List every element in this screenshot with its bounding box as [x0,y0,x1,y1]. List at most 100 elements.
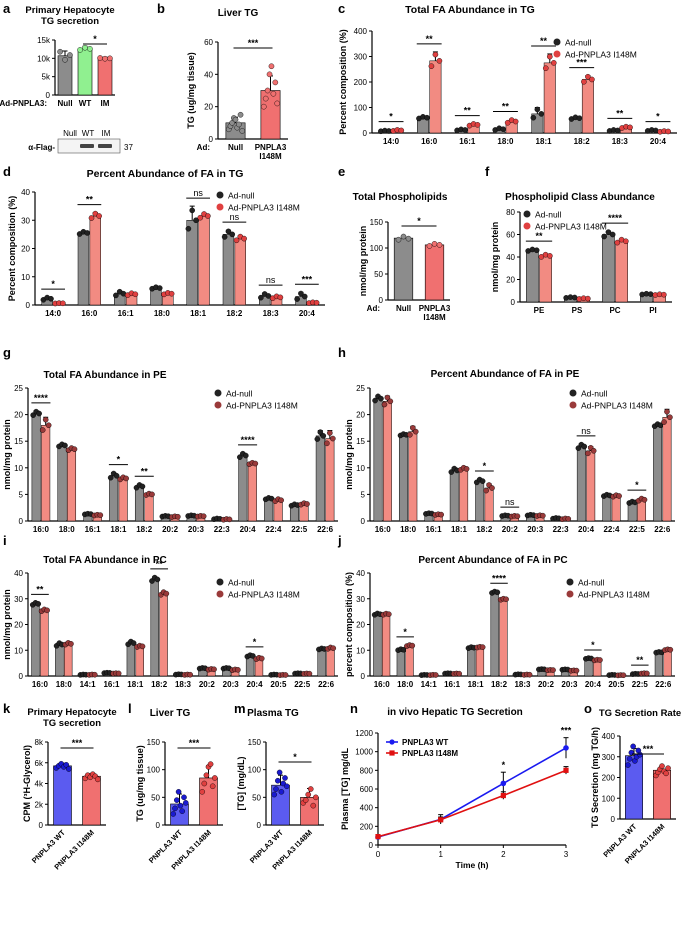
bar-ad-null [317,648,326,677]
bar-ad-pnpla3-i148m [135,646,144,677]
panel-c-sig-label: ** [540,36,548,46]
panel-f-ytick-label: 60 [506,231,515,240]
panel-letter-f: f [485,164,490,179]
data-point [82,44,88,51]
legend-i148m-label: PNPLA3 I148M [402,749,458,758]
panel-letter-a: a [3,1,11,16]
legend-swatch [216,578,224,586]
x-tick-label: 14:1 [421,680,438,689]
data-point [181,794,187,801]
bar-ad-null [150,579,159,677]
bar-ad-pnpla3-i148m [543,62,556,134]
data-point [550,60,557,66]
x-tick-label: 16:1 [103,680,120,689]
panel-letter-h: h [338,345,346,360]
panel-l-ytick-label: 50 [151,793,160,802]
series-line-wt [377,747,567,838]
data-point [479,478,486,484]
legend-swatch [553,50,561,58]
panel-e-ytick-label: 0 [379,296,384,305]
bar-ad-pnpla3-i148m [662,417,672,522]
legend-swatch [566,590,574,598]
legend-swatch [569,389,577,397]
data-point [168,290,175,297]
bar-ad-null [602,495,612,522]
x-tick-label: 18:1 [451,525,468,534]
data-point [320,433,327,439]
data-point [463,466,470,472]
bar-ad-null [109,475,119,522]
bar-ad-pnpla3-i148m [381,613,391,677]
data-point [266,71,273,78]
data-point [163,590,170,597]
x-tick-label: 14:1 [80,680,97,689]
panel-k-ytick-label: 8k [35,738,44,747]
panel-h-ytick-label: 15 [356,437,365,446]
panel-d-ytick-label: 30 [21,216,30,225]
bar-ad-pnpla3-i148m [408,431,418,522]
data-point [62,57,68,63]
bar-ad-pnpla3-i148m [67,448,77,522]
panel-b-sig-label: *** [248,38,259,48]
panel-b-ytick-label: 0 [209,135,214,144]
chart-title: Total FA Abundance in PC [43,555,167,566]
point-i148m [438,817,444,823]
data-point [667,646,674,653]
data-point [500,126,507,132]
data-point [310,802,317,809]
x-tick-label: 22:5 [291,525,308,534]
legend-label: Ad-null [228,191,255,201]
data-point [185,225,192,232]
panel-o-sig-label: *** [643,744,654,754]
data-point [265,293,272,299]
data-point [130,640,137,646]
x-tick-label: 18:2 [574,137,591,146]
panel-d-ytick-label: 40 [21,188,30,197]
panel-m-ytick-label: 0 [257,821,262,830]
panel-d-ytick-label: 0 [26,301,31,310]
panel-g-sig-label: **** [241,435,256,445]
panel-g-ytick-label: 10 [14,464,23,473]
data-point [395,236,402,243]
data-point [483,487,489,494]
panel-m-ytick-label: 50 [252,793,261,802]
panel-k-ytick-label: 2k [35,800,44,809]
x-tick-label: 18:0 [497,137,514,146]
data-point [282,775,288,781]
data-point [540,512,546,519]
data-point [182,800,189,806]
legend-label: Ad-PNPLA3 I148M [228,203,300,213]
data-point [661,291,667,298]
data-point [659,763,665,769]
x-tick-label: PNPLA3 [419,304,451,313]
data-point [154,576,161,583]
panel-c-sig-label: ** [502,101,510,111]
data-point [436,58,443,64]
data-point [271,791,278,798]
y-axis-label: [TG] (mg/dL) [236,757,246,811]
bar-ad-null [134,486,145,522]
panel-n-sig-label: *** [561,726,572,736]
data-point [199,789,206,795]
x-tick-label: 22:6 [317,525,334,534]
data-point [60,300,66,307]
x-prefix-label: Ad: [367,304,380,313]
chart-title: Liver TG [218,8,259,19]
data-point [77,47,83,53]
x-tick-label: 18:3 [175,680,192,689]
panel-k-sig-label: *** [72,738,83,748]
data-point [94,776,101,783]
x-tick-label: 18:1 [110,525,127,534]
data-point [432,51,439,58]
x-prefix-label: Ad: [197,143,210,152]
data-point [273,786,279,792]
panel-d-ytick-label: 20 [21,245,30,254]
x-tick-label: I148M [423,313,446,322]
bar-ad-null [467,647,476,677]
x-tick-label: 16:0 [33,525,50,534]
bar-null [393,237,414,301]
panel-g-sig-label: * [117,455,121,465]
legend-swatch [523,210,531,218]
panel-i-sig-label: * [253,637,257,647]
data-point [428,63,435,69]
